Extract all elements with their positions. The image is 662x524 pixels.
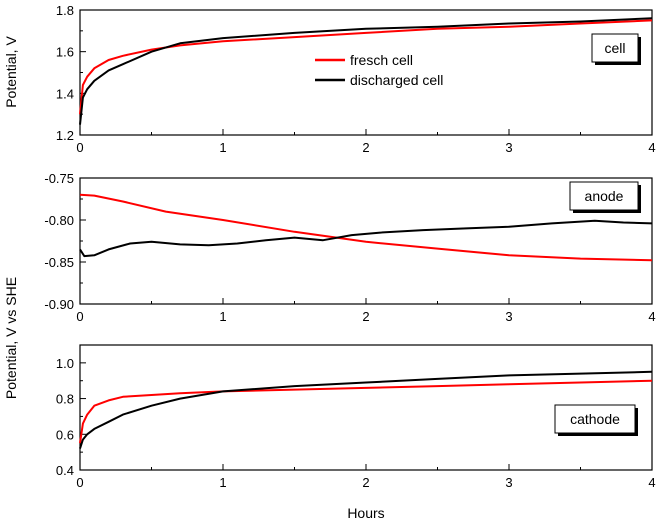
- x-tick-label-cathode: 4: [648, 475, 655, 490]
- x-tick-label-anode: 3: [505, 309, 512, 324]
- x-tick-label-cell: 3: [505, 140, 512, 155]
- x-tick-label-anode: 4: [648, 309, 655, 324]
- y-tick-label-anode: -0.75: [44, 171, 74, 186]
- x-tick-label-cathode: 0: [76, 475, 83, 490]
- x-tick-label-cell: 4: [648, 140, 655, 155]
- x-tick-label-cathode: 2: [362, 475, 369, 490]
- x-tick-label-anode: 1: [219, 309, 226, 324]
- panels-group: 0 1 2 3 4 1.2 1.4 1.6 1.8 cell fresch cell discharg…: [44, 3, 655, 490]
- y-tick-label-cathode: 0.4: [56, 463, 74, 478]
- x-tick-label-anode: 0: [76, 309, 83, 324]
- label-box-cathode: [554, 404, 636, 434]
- x-tick-label-cathode: 3: [505, 475, 512, 490]
- label-box-anode: [569, 181, 639, 211]
- y-tick-label-cathode: 0.8: [56, 392, 74, 407]
- series-line-anode-black: [79, 219, 653, 258]
- panel-label-cathode: cathode: [570, 411, 620, 427]
- x-tick-label-cell: 0: [76, 140, 83, 155]
- x-tick-label-cathode: 1: [219, 475, 226, 490]
- y-tick-label-cathode: 1.0: [56, 356, 74, 371]
- panel-anode: 0 1 2 3 4 -0.75 -0.80 -0.85 -0.90 anode: [44, 171, 655, 324]
- panel-cathode: 0 1 2 3 4 0.4 0.6 0.8 1.0 cathode: [56, 344, 656, 490]
- legend-entry-label: discharged cell: [350, 72, 443, 88]
- series-line-cell-black: [79, 17, 653, 125]
- series-line-cathode-black: [79, 370, 653, 449]
- label-box-cell: [591, 33, 639, 63]
- series-line-cathode-red: [79, 379, 653, 444]
- y-tick-label-anode: -0.80: [44, 213, 74, 228]
- x-tick-label-cell: 2: [362, 140, 369, 155]
- x-axis-label: Hours: [347, 505, 384, 521]
- y-tick-label-cell: 1.4: [56, 86, 74, 101]
- x-tick-label-cell: 1: [219, 140, 226, 155]
- y-tick-label-anode: -0.85: [44, 255, 74, 270]
- panel-cell: 0 1 2 3 4 1.2 1.4 1.6 1.8 cell fresch cell discharg…: [56, 3, 656, 155]
- panel-label-cell: cell: [604, 40, 625, 56]
- series-line-cell-red: [79, 19, 653, 115]
- x-tick-label-anode: 2: [362, 309, 369, 324]
- y-axis-label-top: Potential, V: [3, 36, 19, 108]
- series-line-anode-red: [79, 193, 653, 262]
- y-tick-label-cell: 1.8: [56, 3, 74, 18]
- y-tick-label-anode: -0.90: [44, 297, 74, 312]
- y-axis-label-bottom: Potential, V vs SHE: [3, 277, 19, 399]
- y-tick-label-cell: 1.6: [56, 45, 74, 60]
- y-tick-label-cell: 1.2: [56, 128, 74, 143]
- y-tick-label-cathode: 0.6: [56, 427, 74, 442]
- panel-label-anode: anode: [585, 188, 624, 204]
- legend-entry-label: fresch cell: [350, 52, 413, 68]
